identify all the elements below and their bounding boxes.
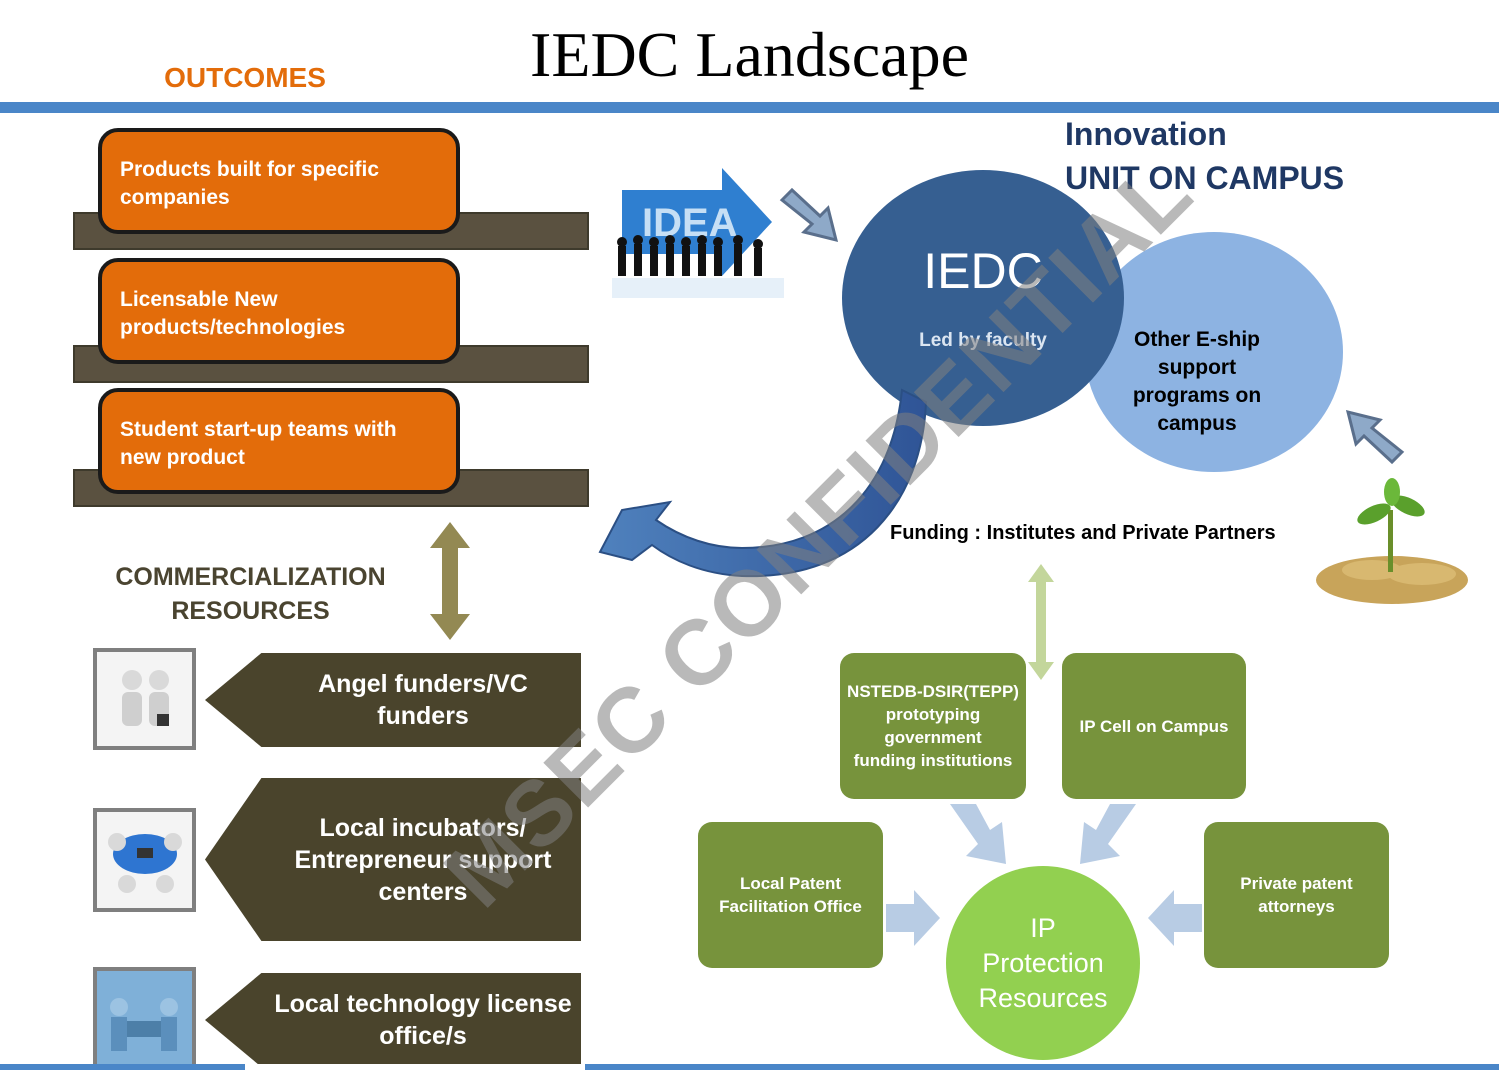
ip-cell-box: IP Cell on Campus <box>1062 653 1246 799</box>
team-puzzle-icon <box>108 833 182 893</box>
outcome-text: Products built for specific companies <box>120 158 380 209</box>
other-eship-circle <box>1085 232 1343 472</box>
nstedb-line: funding institutions <box>853 751 1013 770</box>
ip-circle-line: IP <box>1030 912 1056 943</box>
local-patent-line: Local Patent <box>739 874 842 893</box>
double-arrow-icon <box>430 522 470 640</box>
other-line: campus <box>1157 412 1237 435</box>
other-line: Other E-ship <box>1133 328 1260 351</box>
local-patent-line: Facilitation Office <box>719 897 862 916</box>
money-plant-icon <box>1316 478 1468 604</box>
other-line: support <box>1157 356 1237 379</box>
resource-line: centers <box>378 877 468 906</box>
outcome-text: Student start-up teams with new product <box>120 418 397 469</box>
iedc-circle: IEDC Led by faculty <box>842 170 1124 426</box>
arrow-down-left-icon <box>1080 804 1136 864</box>
resource-line: Angel funders/VC <box>318 670 528 698</box>
ip-cell-text: IP Cell on Campus <box>1079 716 1229 736</box>
idea-people-icon: IDEA <box>612 168 784 298</box>
iedc-title: IEDC <box>923 243 1043 299</box>
top-divider <box>0 102 1499 113</box>
commercialization-heading-line2: RESOURCES <box>171 597 330 625</box>
funding-text: Funding : Institutes and Private Partner… <box>890 522 1276 544</box>
ip-circle-line: Protection <box>982 947 1104 978</box>
arrow-from-funding-icon <box>1345 409 1405 465</box>
iedc-subtitle: Led by faculty <box>919 330 1047 351</box>
outcome-box-products: Products built for specific companies <box>98 128 460 234</box>
innovation-heading-line2: UNIT ON CAMPUS <box>1065 160 1345 196</box>
arrow-right-icon <box>886 890 940 946</box>
resource-line: office/s <box>379 1022 467 1050</box>
handshake-photo <box>93 648 196 750</box>
arrow-down-right-icon <box>950 804 1006 864</box>
page-title: IEDC Landscape <box>530 19 969 90</box>
commercialization-heading-line1: COMMERCIALIZATION <box>115 563 386 591</box>
nstedb-line: government <box>884 728 982 747</box>
nstedb-line: prototyping <box>885 705 981 724</box>
outcomes-heading: OUTCOMES <box>164 62 326 93</box>
ip-protection-circle: IP Protection Resources <box>946 866 1140 1060</box>
private-patent-box: Private patent attorneys <box>1204 822 1389 968</box>
outcome-box-startups: Student start-up teams with new product <box>98 388 460 494</box>
nstedb-box: NSTEDB-DSIR(TEPP) prototyping government… <box>840 653 1026 799</box>
outcome-text: Licensable New products/technologies <box>120 288 346 339</box>
local-patent-box: Local Patent Facilitation Office <box>698 822 883 968</box>
innovation-heading-line1: Innovation <box>1065 116 1227 152</box>
meeting-icon <box>97 971 192 1066</box>
resource-incubators: Local incubators/ Entrepreneur support c… <box>205 778 581 941</box>
other-eship-text: Other E-ship support programs on campus <box>1112 326 1282 438</box>
private-patent-line: attorneys <box>1258 897 1335 916</box>
nstedb-line: NSTEDB-DSIR(TEPP) <box>847 682 1019 701</box>
resource-line: Local incubators/ <box>319 813 527 842</box>
other-line: programs on <box>1132 384 1262 407</box>
handshake-icon <box>122 670 169 726</box>
resource-license-office: Local technology license office/s <box>205 973 581 1067</box>
resource-line: funders <box>377 702 469 730</box>
innovation-heading: Innovation UNIT ON CAMPUS <box>1065 112 1344 200</box>
private-patent-line: Private patent <box>1240 874 1353 893</box>
resource-angel-funders: Angel funders/VC funders <box>205 653 581 747</box>
arrow-into-iedc-icon <box>779 187 839 243</box>
arrow-left-icon <box>1148 890 1202 946</box>
resource-line: Entrepreneur support <box>294 845 552 874</box>
idea-label: IDEA <box>642 201 738 245</box>
bottom-divider-gap <box>245 1064 585 1070</box>
resource-line: Local technology license <box>274 990 572 1018</box>
ip-circle-line: Resources <box>978 982 1108 1013</box>
curved-arrow-icon <box>598 388 928 578</box>
commercialization-heading: COMMERCIALIZATION RESOURCES <box>98 560 403 628</box>
funding-double-arrow-icon <box>1028 564 1054 680</box>
outcome-box-licensable: Licensable New products/technologies <box>98 258 460 364</box>
incubator-photo <box>93 808 196 912</box>
bottom-divider <box>0 1064 1499 1070</box>
license-office-photo <box>93 967 196 1070</box>
